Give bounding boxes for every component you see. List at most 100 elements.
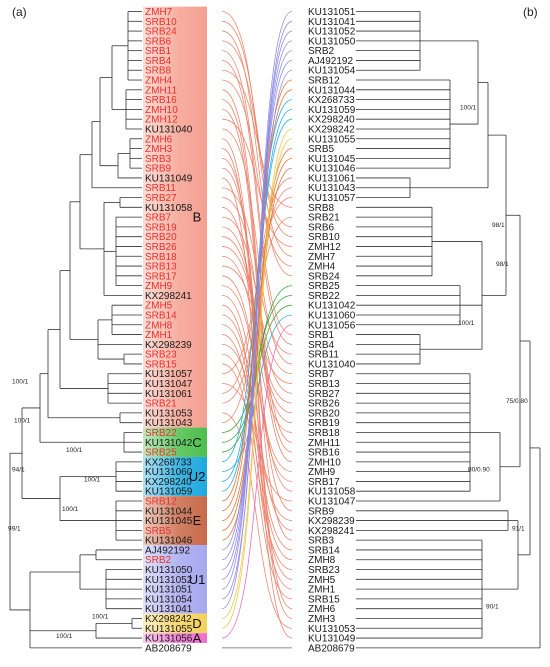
left-taxon-label: KU131053 bbox=[145, 408, 193, 419]
connection-line bbox=[221, 89, 293, 443]
right-taxon-label: KU131060 bbox=[308, 310, 356, 321]
right-taxon-label: KU131055 bbox=[308, 134, 356, 145]
left-taxon-label: KU131051 bbox=[145, 585, 193, 596]
left-taxon-label: SRB5 bbox=[145, 526, 172, 537]
clade-bands: B C U2 E U1 DA bbox=[143, 6, 207, 646]
left-taxon-label: ZMH3 bbox=[145, 144, 173, 155]
connection-line bbox=[221, 295, 293, 531]
right-taxon-label: KX298241 bbox=[308, 526, 355, 537]
left-taxa: ZMH7SRB10SRB24SRB6SRB1SRB4SRB8ZMH4ZMH11S… bbox=[145, 7, 193, 654]
right-tree bbox=[356, 11, 541, 649]
right-taxon-label: KU131053 bbox=[308, 624, 356, 635]
left-taxon-label: KU131049 bbox=[145, 173, 193, 184]
connection-lines bbox=[221, 11, 293, 649]
right-taxon-label: KX298242 bbox=[308, 124, 355, 135]
right-taxon-label: SRB9 bbox=[308, 506, 335, 517]
left-taxon-label: ZMH5 bbox=[145, 301, 173, 312]
right-taxon-label: AB208679 bbox=[308, 643, 355, 654]
clade-band-d bbox=[143, 613, 207, 634]
right-taxon-label: SRB11 bbox=[308, 350, 339, 361]
left-taxon-label: SRB7 bbox=[145, 213, 172, 224]
support-value-right: 91/1 bbox=[512, 525, 525, 532]
left-taxon-label: KU131052 bbox=[145, 575, 193, 586]
left-taxon-label: KU131043 bbox=[145, 418, 193, 429]
connection-line bbox=[221, 343, 293, 521]
support-values: 100/1 100/1 100/1 94/1 100/1 100/1 99/1 100/1 10… bbox=[8, 104, 528, 640]
right-taxon-label: ZMH1 bbox=[308, 585, 336, 596]
support-value-right: 100/1 bbox=[458, 320, 475, 327]
support-value-right: 98/1 bbox=[496, 261, 509, 268]
right-taxon-label: SRB10 bbox=[308, 232, 340, 243]
right-taxon-label: KU131047 bbox=[308, 497, 356, 508]
left-taxon-label: SRB23 bbox=[145, 350, 177, 361]
left-taxon-label: KX268733 bbox=[145, 457, 192, 468]
connection-line bbox=[221, 60, 293, 345]
connection-line bbox=[221, 50, 293, 335]
support-value-left: 94/1 bbox=[12, 467, 25, 474]
left-taxon-label: SRB27 bbox=[145, 193, 177, 204]
right-taxon-label: KU131050 bbox=[308, 36, 356, 47]
support-value-left: 100/1 bbox=[14, 418, 31, 425]
right-taxon-label: KU131059 bbox=[308, 105, 356, 116]
right-taxon-label: KU131056 bbox=[308, 320, 356, 331]
right-taxon-label: SRB2 bbox=[308, 46, 335, 57]
right-taxon-label: KU131052 bbox=[308, 27, 356, 38]
right-taxon-label: SRB3 bbox=[308, 536, 335, 547]
left-taxon-label: KX298242 bbox=[145, 614, 192, 625]
right-taxon-label: SRB20 bbox=[308, 408, 340, 419]
right-taxon-label: SRB19 bbox=[308, 418, 340, 429]
left-taxon-label: SRB10 bbox=[145, 17, 177, 28]
right-taxon-label: SRB12 bbox=[308, 76, 340, 87]
right-taxon-label: KU131051 bbox=[308, 7, 356, 18]
support-value-right: 90/1 bbox=[486, 604, 499, 611]
support-value-left: 100/1 bbox=[62, 506, 79, 513]
left-taxon-label: SRB25 bbox=[145, 448, 177, 459]
left-taxon-label: AB208679 bbox=[145, 643, 192, 654]
clade-band-b bbox=[143, 6, 207, 428]
support-value-left: 100/1 bbox=[56, 633, 73, 640]
right-taxon-label: KU131049 bbox=[308, 634, 356, 645]
support-value-left: 100/1 bbox=[66, 447, 83, 454]
connection-line bbox=[221, 40, 293, 228]
left-taxon-label: KX298241 bbox=[145, 291, 192, 302]
right-taxon-label: SRB8 bbox=[308, 203, 335, 214]
left-taxon-label: SRB18 bbox=[145, 252, 177, 263]
panel-b-label: (b) bbox=[523, 5, 538, 19]
connection-line bbox=[221, 79, 293, 267]
connection-line bbox=[221, 128, 293, 365]
right-taxon-label: SRB6 bbox=[308, 222, 335, 233]
right-taxon-label: KU131058 bbox=[308, 487, 356, 498]
connection-line bbox=[221, 99, 293, 463]
panel-a-label: (a) bbox=[12, 5, 27, 19]
right-taxon-label: KU131044 bbox=[308, 85, 356, 96]
clade-band-c bbox=[143, 427, 207, 457]
left-taxon-label: SRB14 bbox=[145, 310, 177, 321]
connection-line bbox=[221, 118, 293, 247]
connection-line bbox=[221, 20, 293, 238]
support-value-left: 100/1 bbox=[92, 613, 109, 620]
right-taxon-label: KU131041 bbox=[308, 17, 356, 28]
clade-label-e: E bbox=[193, 513, 202, 528]
connection-line bbox=[221, 30, 293, 277]
left-taxon-label: ZMH4 bbox=[145, 76, 173, 87]
right-taxon-label: KU131040 bbox=[308, 359, 356, 370]
right-taxon-label: KU131043 bbox=[308, 183, 356, 194]
right-taxon-label: KU131045 bbox=[308, 154, 356, 165]
left-taxon-label: KU131061 bbox=[145, 389, 193, 400]
left-taxon-label: ZMH8 bbox=[145, 320, 173, 331]
left-tree bbox=[9, 11, 142, 649]
connection-line bbox=[221, 295, 293, 433]
left-taxon-label: KU131042 bbox=[145, 438, 193, 449]
clade-band-e bbox=[143, 496, 207, 546]
right-taxon-label: SRB18 bbox=[308, 428, 340, 439]
left-taxon-label: KU131060 bbox=[145, 467, 193, 478]
left-taxon-label: KU131040 bbox=[145, 124, 193, 135]
right-taxon-label: SRB14 bbox=[308, 545, 340, 556]
support-value-left: 99/1 bbox=[8, 525, 21, 532]
right-taxon-label: KU131046 bbox=[308, 164, 356, 175]
left-taxon-label: KU131047 bbox=[145, 379, 193, 390]
left-taxon-label: KU131046 bbox=[145, 536, 193, 547]
connection-line bbox=[221, 265, 293, 384]
left-taxon-label: KU131059 bbox=[145, 487, 193, 498]
